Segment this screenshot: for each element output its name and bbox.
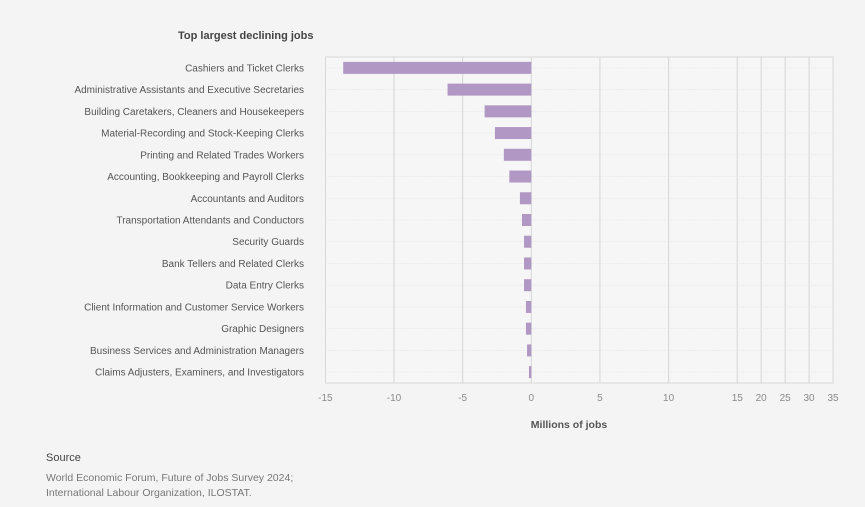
x-tick-label: 0 [529,393,535,404]
x-tick-label: -5 [458,393,467,404]
x-tick-label: 5 [597,393,603,404]
category-label: Accountants and Auditors [191,194,304,205]
category-label: Data Entry Clerks [226,281,304,292]
category-label: Claims Adjusters, Examiners, and Investi… [95,368,304,379]
x-tick-label: 25 [780,393,792,404]
x-tick-label: -15 [318,393,333,404]
category-label: Printing and Related Trades Workers [140,150,304,161]
category-label: Material-Recording and Stock-Keeping Cle… [101,129,304,140]
source-line: World Economic Forum, Future of Jobs Sur… [46,472,294,484]
x-tick-label: 20 [756,393,768,404]
category-label: Security Guards [232,237,304,248]
bar [524,257,532,270]
category-label: Building Caretakers, Cleaners and Housek… [84,107,304,118]
category-label: Accounting, Bookkeeping and Payroll Cler… [107,172,304,183]
x-tick-label: 10 [663,393,675,404]
bar [527,344,532,357]
bar-chart: -15 -10 -5 0 5 10 15 20 25 30 35 Cashiers and Ticke… [74,56,839,431]
chart-title: Top largest declining jobs [178,30,314,42]
bar [521,214,532,226]
bar [524,235,532,248]
category-label: Bank Tellers and Related Clerks [162,259,304,270]
x-tick-label: 15 [732,393,744,404]
bar [528,366,532,379]
bar [494,127,532,140]
bar [525,322,532,335]
category-label: Cashiers and Ticket Clerks [185,63,304,74]
plot-area [325,56,834,384]
category-label: Business Services and Administration Man… [90,346,304,357]
bar [524,279,532,292]
x-tick-label: -10 [387,393,402,404]
bar [343,61,532,74]
source-heading: Source [46,452,81,464]
category-label: Client Information and Customer Service … [84,302,304,313]
bar [525,300,532,313]
category-label: Administrative Assistants and Executive … [74,85,304,96]
bar [484,105,532,118]
source-line: International Labour Organization, ILOST… [46,487,252,499]
bar [503,148,532,161]
bar [447,83,532,96]
x-axis-label: Millions of jobs [531,419,608,431]
x-tick-label: 30 [804,393,816,404]
category-label: Graphic Designers [221,324,304,335]
bar [509,170,532,183]
bar [519,192,532,205]
category-label: Transportation Attendants and Conductors [116,216,304,227]
x-tick-label: 35 [827,393,839,404]
